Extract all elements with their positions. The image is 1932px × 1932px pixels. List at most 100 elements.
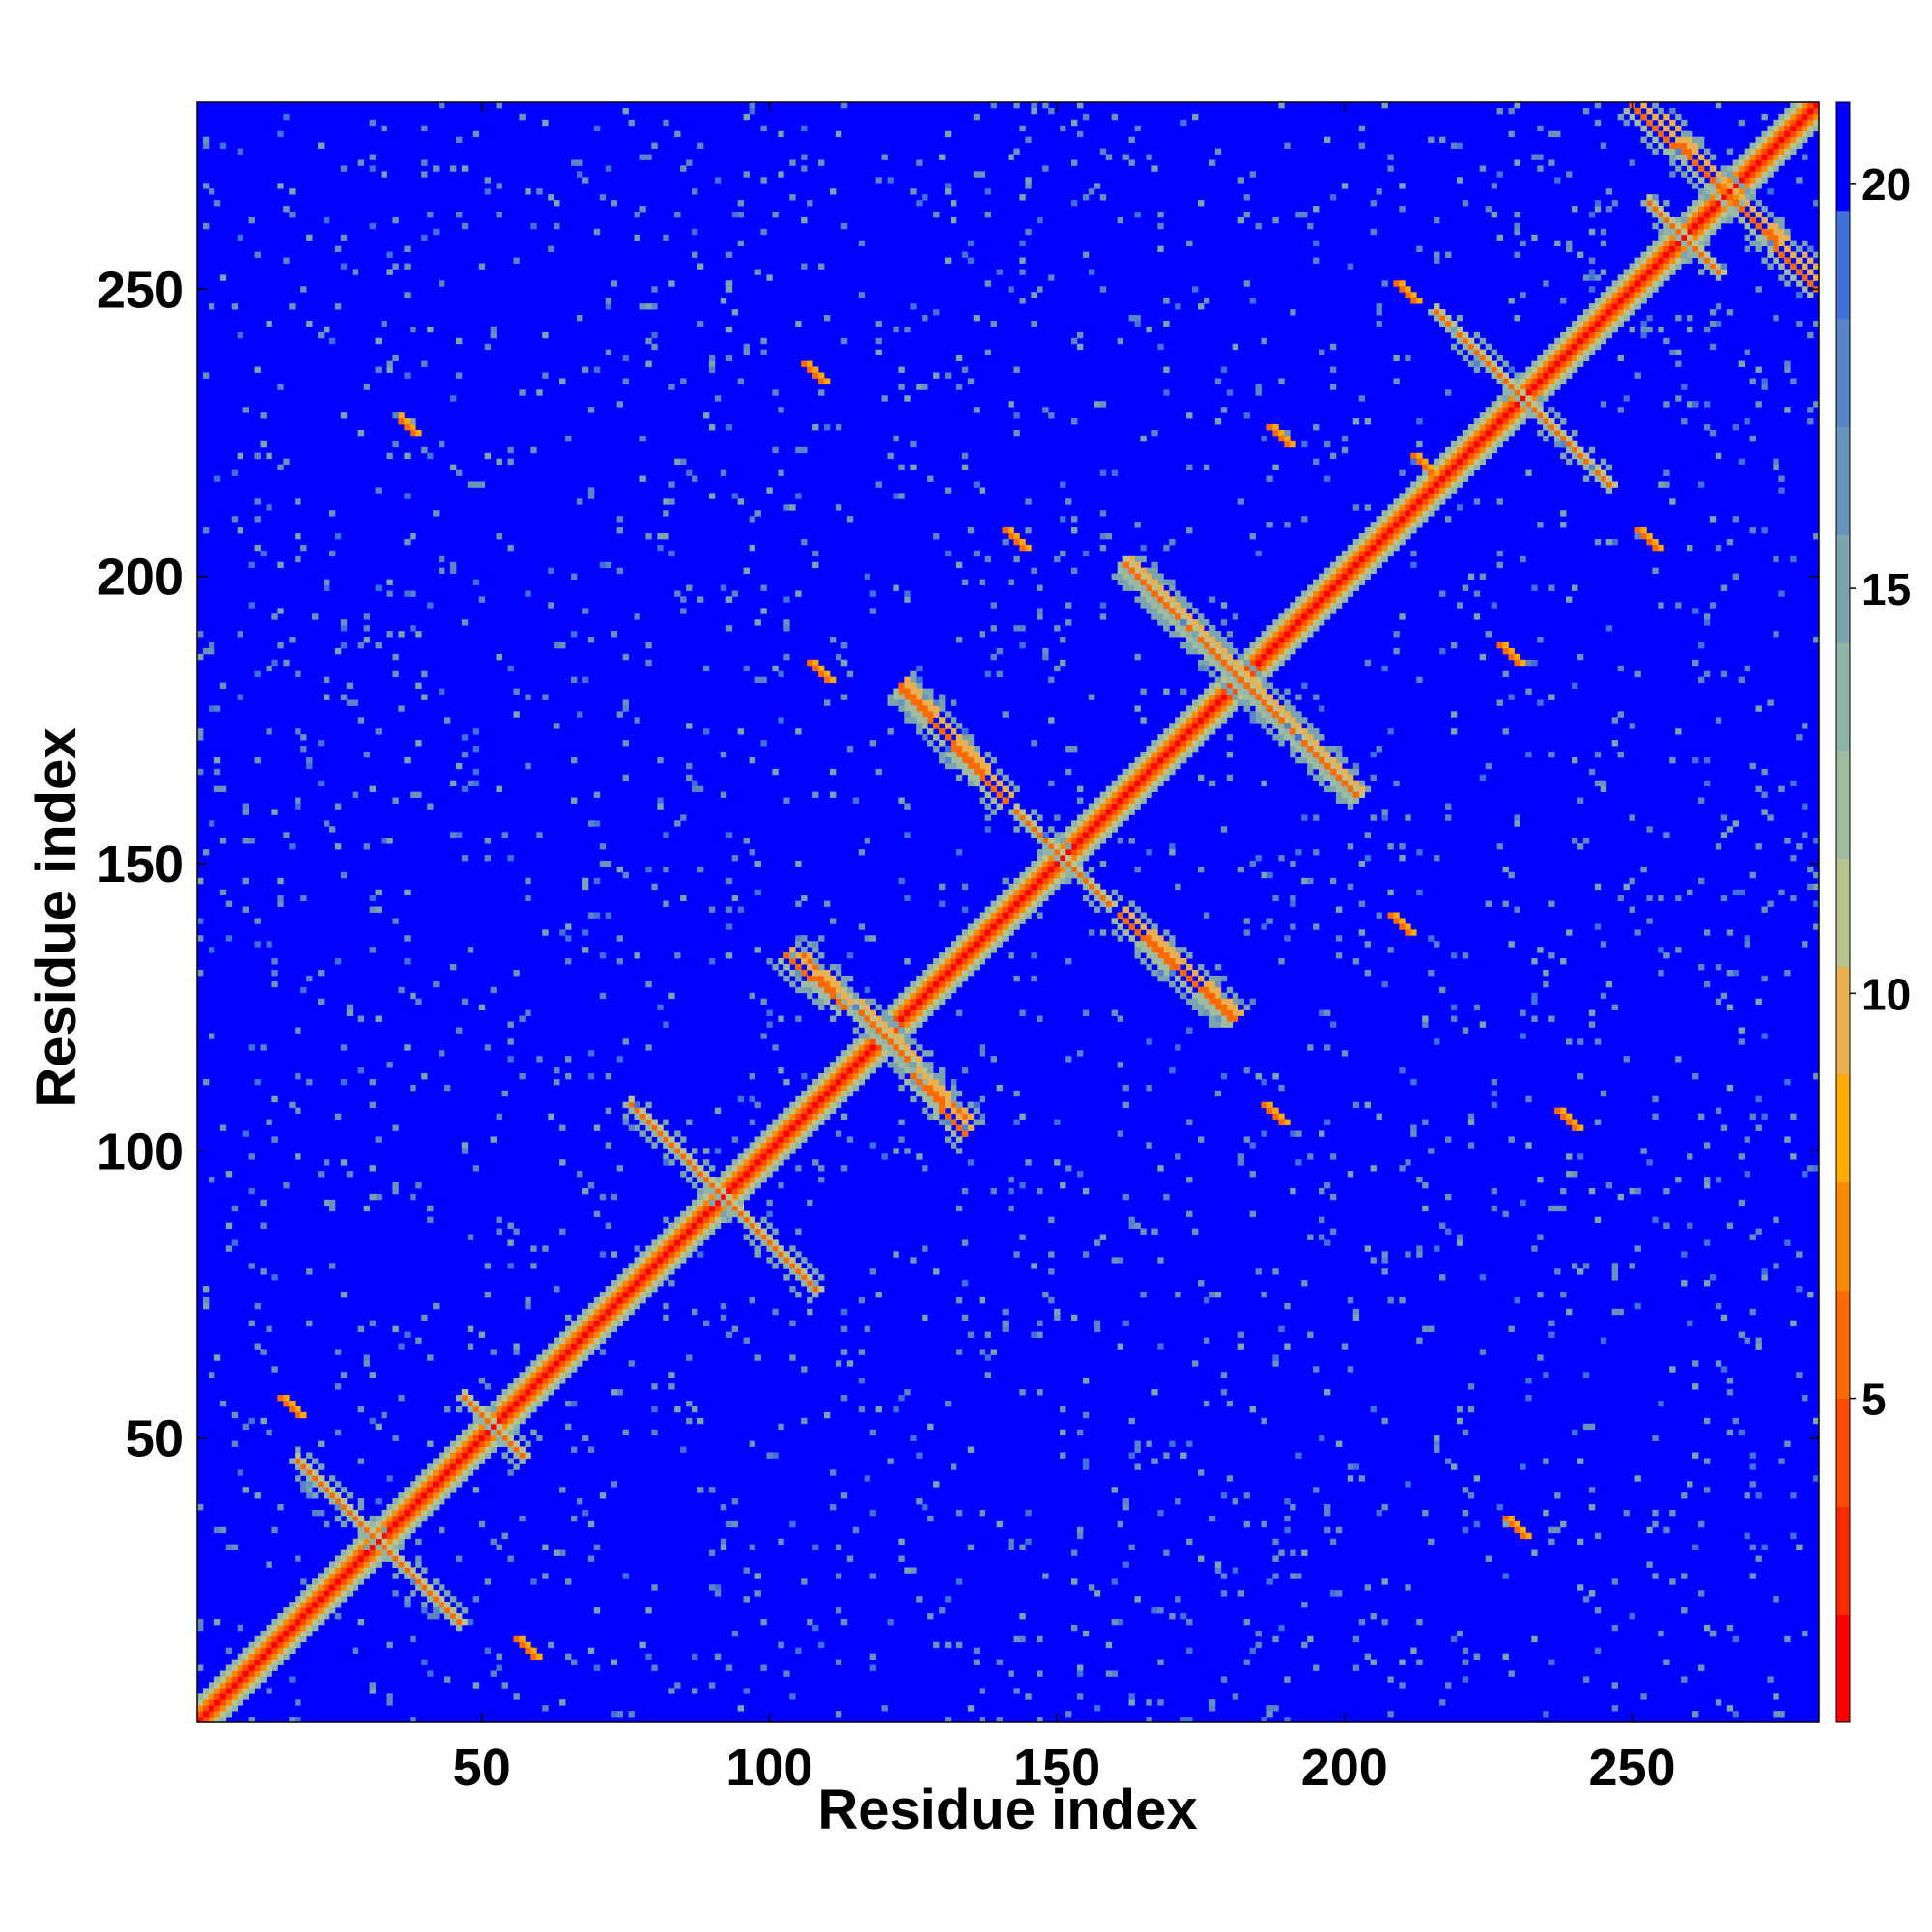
long-range-cell: [961, 768, 969, 776]
long-range-cell: [1266, 717, 1273, 724]
long-range-cell: [1186, 975, 1193, 982]
long-range-cell: [823, 992, 831, 1000]
diagonal-cell: [208, 1699, 215, 1706]
diagonal-cell: [1479, 458, 1487, 466]
contact-spot-cell: [818, 372, 825, 379]
contact-line-cell: [1082, 877, 1090, 885]
diagonal-cell: [927, 986, 934, 994]
diagonal-cell: [197, 1693, 204, 1700]
diagonal-cell: [749, 1159, 755, 1166]
diagonal-cell: [1094, 803, 1101, 810]
long-range-cell: [1122, 573, 1129, 580]
diagonal-cell: [427, 1487, 434, 1493]
long-range-cell: [1197, 998, 1205, 1006]
diagonal-cell: [478, 1435, 486, 1442]
diagonal-cell: [778, 1148, 784, 1154]
contact-line-cell: [1088, 883, 1095, 891]
diagonal-cell: [375, 1549, 382, 1556]
long-range-cell: [945, 723, 952, 729]
diagonal-cell: [571, 1320, 578, 1327]
diagonal-cell: [852, 1044, 860, 1051]
long-range-cell: [922, 1062, 928, 1068]
diagonal-cell: [576, 1343, 583, 1350]
diagonal-cell: [554, 1349, 560, 1355]
diagonal-cell: [1732, 165, 1740, 172]
diagonal-cell: [927, 998, 934, 1006]
long-range-cell: [1151, 567, 1158, 575]
long-range-cell: [1278, 740, 1285, 747]
diagonal-cell: [1358, 533, 1366, 540]
contact-line-cell: [1663, 216, 1670, 224]
long-range-cell: [1243, 705, 1250, 712]
diagonal-cell: [1520, 395, 1526, 402]
diagonal-cell: [312, 1618, 319, 1626]
diagonal-cell: [1323, 567, 1331, 575]
diagonal-cell: [801, 1113, 808, 1120]
diagonal-cell: [1548, 360, 1555, 367]
long-range-cell: [1203, 980, 1210, 988]
contact-line-cell: [1692, 240, 1699, 247]
diagonal-cell: [1692, 216, 1699, 224]
long-range-cell: [829, 975, 837, 982]
contact-line-cell: [455, 1618, 463, 1626]
diagonal-cell: [254, 1682, 261, 1689]
diagonal-cell: [1732, 194, 1740, 201]
contact-line-cell: [1520, 389, 1526, 396]
diagonal-cell: [1031, 860, 1037, 867]
diagonal-cell: [1076, 843, 1084, 850]
diagonal-cell: [945, 964, 952, 971]
contact-line-cell: [772, 1228, 779, 1235]
diagonal-cell: [1082, 843, 1090, 850]
diagonal-cell: [1313, 602, 1320, 609]
contact-line-cell: [1502, 378, 1509, 384]
diagonal-cell: [1151, 740, 1158, 747]
diagonal-cell: [1197, 723, 1205, 729]
diagonal-cell: [1140, 768, 1147, 776]
diagonal-cell: [576, 1331, 583, 1338]
diagonal-cell: [1738, 171, 1745, 178]
diagonal-cell: [789, 1101, 796, 1109]
diagonal-cell: [548, 1378, 554, 1384]
long-range-cell: [1128, 555, 1135, 563]
diagonal-cell: [611, 1280, 618, 1287]
diagonal-cell: [979, 947, 986, 953]
diagonal-cell: [1381, 544, 1388, 552]
diagonal-cell: [749, 1142, 755, 1149]
diagonal-cell: [807, 1101, 813, 1109]
diagonal-cell: [1675, 257, 1682, 264]
long-range-cell: [1192, 1004, 1199, 1010]
contact-spot-cell: [1560, 1107, 1567, 1115]
diagonal-cell: [1422, 475, 1429, 482]
diagonal-cell: [513, 1395, 520, 1402]
diagonal-cell: [421, 1492, 428, 1499]
diagonal-cell: [1681, 211, 1688, 218]
contact-line-cell: [1560, 429, 1567, 437]
diagonal-cell: [611, 1296, 618, 1304]
long-range-cell: [1755, 211, 1762, 218]
long-range-cell: [1220, 1015, 1228, 1022]
diagonal-cell: [433, 1458, 440, 1464]
diagonal-cell: [1508, 424, 1515, 431]
long-range-cell: [1214, 653, 1222, 661]
contact-line-cell: [1278, 723, 1285, 729]
diagonal-cell: [1473, 429, 1481, 437]
long-range-cell: [887, 699, 894, 706]
contact-line-cell: [663, 1130, 669, 1137]
long-range-cell: [1134, 918, 1141, 924]
long-range-cell: [1180, 608, 1187, 614]
long-range-cell: [1192, 608, 1199, 614]
diagonal-cell: [1301, 613, 1308, 620]
diagonal-cell: [737, 1199, 745, 1207]
long-range-cell: [1157, 608, 1164, 614]
diagonal-cell: [1266, 647, 1273, 655]
diagonal-cell: [945, 952, 952, 959]
diagonal-cell: [1439, 475, 1446, 482]
diagonal-cell: [1175, 734, 1181, 741]
diagonal-cell: [1226, 705, 1234, 712]
contact-line-cell: [651, 1119, 658, 1125]
contact-line-cell: [1117, 561, 1123, 569]
diagonal-cell: [1646, 286, 1653, 293]
long-range-cell: [1692, 159, 1699, 166]
contact-line-cell: [766, 1234, 773, 1240]
diagonal-cell: [760, 1153, 767, 1160]
